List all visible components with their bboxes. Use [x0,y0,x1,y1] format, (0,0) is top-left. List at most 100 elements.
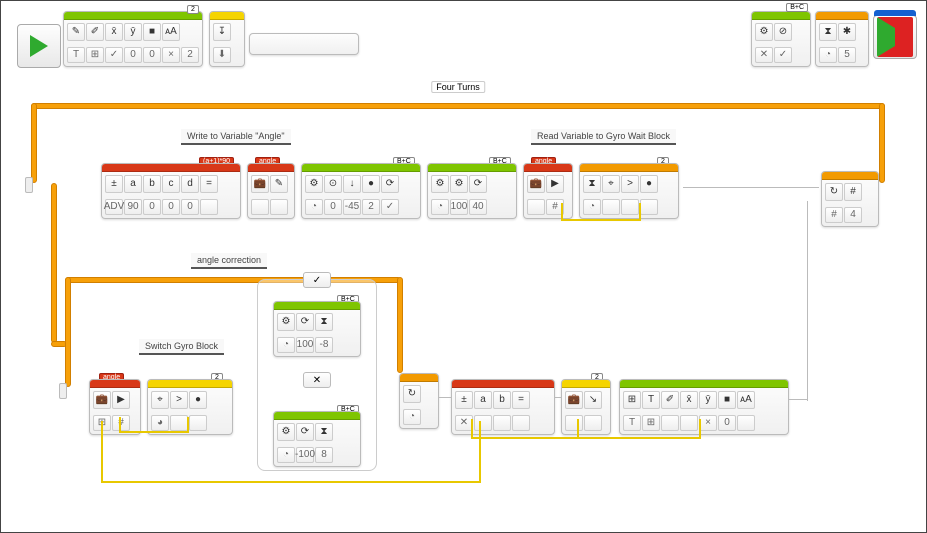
param-cell[interactable]: ↓ [343,175,361,193]
param-cell[interactable]: ✓ [774,47,792,63]
param-cell[interactable] [189,415,207,431]
param-cell[interactable]: c [162,175,180,193]
param-cell[interactable]: ⚙ [277,313,295,331]
param-cell[interactable]: ◔ [819,47,837,63]
param-cell[interactable]: ⌖ [151,391,169,409]
param-cell[interactable]: 💼 [565,391,583,409]
param-cell[interactable]: ✐ [661,391,679,409]
param-cell[interactable]: ⚙ [277,423,295,441]
param-cell[interactable]: ᴀA [162,23,180,41]
param-cell[interactable] [621,199,639,215]
param-cell[interactable]: ⚙ [755,23,773,41]
loop-end-block-inner[interactable]: ↻ ◔ [399,373,439,429]
param-cell[interactable] [661,415,679,431]
switch-case-false-motor[interactable]: ⚙⟳⧗ ◔-1008 [273,411,361,467]
param-cell[interactable]: × [162,47,180,63]
variable-write-block-2[interactable]: 💼↘ [561,379,611,435]
motor-stop-block[interactable]: B+C ⚙⊘ ✕✓ [751,11,811,67]
stop-block[interactable] [873,15,917,59]
param-cell[interactable]: ■ [143,23,161,41]
param-cell[interactable]: 0 [143,47,161,63]
param-cell[interactable]: = [512,391,530,409]
param-cell[interactable]: > [170,391,188,409]
param-cell[interactable] [680,415,698,431]
param-cell[interactable]: 40 [469,199,487,215]
param-cell[interactable]: 90 [124,199,142,215]
param-cell[interactable]: a [474,391,492,409]
param-cell[interactable]: ◔ [277,337,295,353]
param-cell[interactable] [602,199,620,215]
param-cell[interactable] [565,415,583,431]
variable-read-block-2[interactable]: 💼▶ ⊞# [89,379,141,435]
param-cell[interactable]: x̄ [680,391,698,409]
param-cell[interactable]: T [642,391,660,409]
display-block-end[interactable]: ⊞T✐x̄ȳ■ᴀA T⊞×0 [619,379,789,435]
param-cell[interactable]: ◔ [583,199,601,215]
param-cell[interactable]: # [844,183,862,201]
param-cell[interactable]: ✕ [755,47,773,63]
param-cell[interactable] [200,199,218,215]
param-cell[interactable]: 2 [362,199,380,215]
param-cell[interactable]: ⧗ [819,23,837,41]
param-cell[interactable]: ● [362,175,380,193]
param-cell[interactable]: # [825,207,843,223]
param-cell[interactable]: ⌖ [602,175,620,193]
param-cell[interactable]: > [621,175,639,193]
param-cell[interactable]: ● [189,391,207,409]
param-cell[interactable]: ± [455,391,473,409]
param-cell[interactable]: ▶ [112,391,130,409]
param-cell[interactable]: ⧗ [583,175,601,193]
download-block[interactable]: ↧ ⬇ [209,11,245,67]
param-cell[interactable]: ⧗ [315,423,333,441]
param-cell[interactable]: ⟳ [296,313,314,331]
param-cell[interactable]: ⚙ [305,175,323,193]
move-tank-block[interactable]: ⚙⚙⟳ ◔10040 [427,163,517,219]
param-cell[interactable]: a [124,175,142,193]
start-block[interactable] [17,24,61,68]
math-block-formula[interactable]: ±abcd= ADV90000 [101,163,241,219]
param-cell[interactable]: ⬇ [213,47,231,63]
param-cell[interactable]: ↘ [584,391,602,409]
param-cell[interactable]: b [493,391,511,409]
param-cell[interactable]: ⟳ [296,423,314,441]
param-cell[interactable]: ⧗ [315,313,333,331]
param-cell[interactable]: 4 [844,207,862,223]
wait-block-end[interactable]: ⧗✱ ◔5 [815,11,869,67]
param-cell[interactable]: ± [105,175,123,193]
move-steering-block[interactable]: ⚙⊙↓●⟳ ◔0-452✓ [301,163,421,219]
param-cell[interactable]: ◕ [151,415,169,431]
param-cell[interactable] [493,415,511,431]
param-cell[interactable]: # [112,415,130,431]
param-cell[interactable]: ✱ [838,23,856,41]
param-cell[interactable] [270,199,288,215]
param-cell[interactable]: -100 [296,447,314,463]
param-cell[interactable]: ■ [718,391,736,409]
param-cell[interactable]: ȳ [124,23,142,41]
param-cell[interactable]: b [143,175,161,193]
param-cell[interactable] [474,415,492,431]
param-cell[interactable]: 100 [450,199,468,215]
wait-gyro-block[interactable]: ⧗⌖>● ◔ [579,163,679,219]
switch-tab-true[interactable]: ✓ [303,272,331,288]
param-cell[interactable] [737,415,755,431]
param-cell[interactable]: ✓ [381,199,399,215]
gyro-compare-block[interactable]: ⌖>● ◕ [147,379,233,435]
math-block-2[interactable]: ±ab= ✕ [451,379,555,435]
param-cell[interactable]: 0 [162,199,180,215]
variable-read-block[interactable]: 💼▶ # [523,163,573,219]
param-cell[interactable]: ⟳ [469,175,487,193]
param-cell[interactable]: x̄ [105,23,123,41]
param-cell[interactable]: 0 [324,199,342,215]
param-cell[interactable]: 0 [143,199,161,215]
param-cell[interactable]: ✓ [105,47,123,63]
param-cell[interactable]: ȳ [699,391,717,409]
switch-tab-false[interactable]: ✕ [303,372,331,388]
param-cell[interactable]: ▶ [546,175,564,193]
param-cell[interactable]: 💼 [251,175,269,193]
param-cell[interactable]: 0 [124,47,142,63]
param-cell[interactable]: 💼 [527,175,545,193]
param-cell[interactable]: ADV [105,199,123,215]
param-cell[interactable] [512,415,530,431]
param-cell[interactable]: ⊞ [642,415,660,431]
param-cell[interactable]: -45 [343,199,361,215]
